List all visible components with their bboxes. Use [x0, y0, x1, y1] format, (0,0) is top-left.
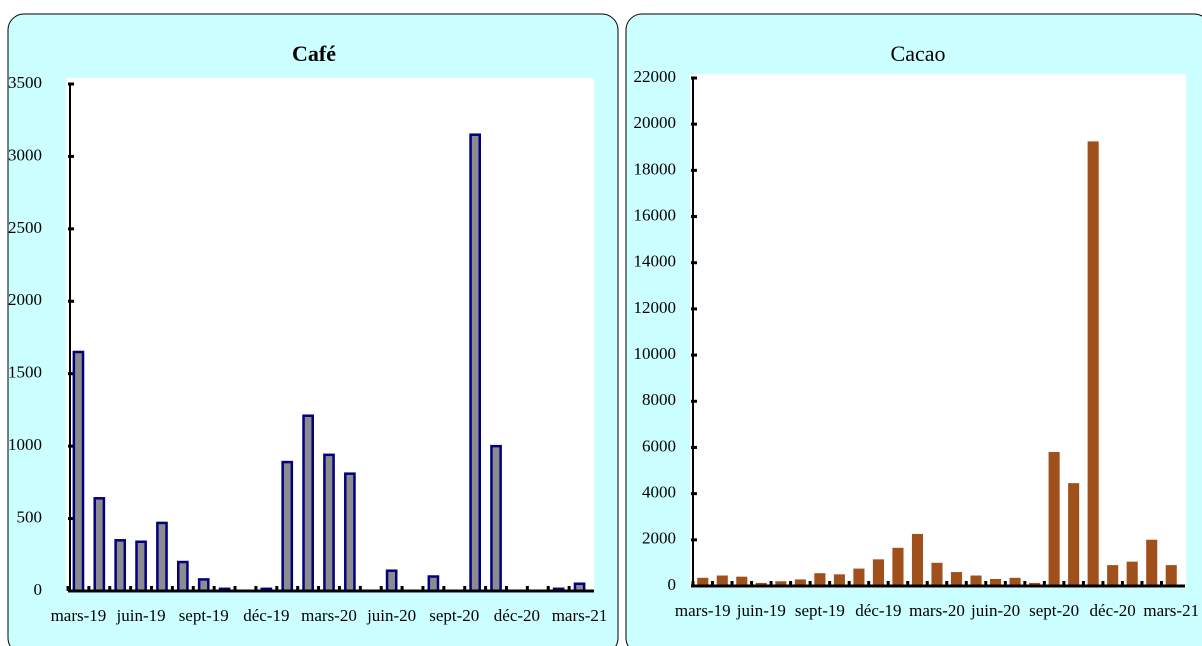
bar [950, 572, 963, 588]
bar [853, 568, 865, 588]
bar [872, 559, 884, 588]
bar [833, 574, 845, 588]
bar [1048, 451, 1060, 588]
x-tick-label: juin-20 [970, 601, 1020, 620]
x-tick-label: mars-21 [552, 606, 608, 625]
bar [1165, 565, 1177, 588]
x-tick-label: mars-19 [51, 606, 107, 625]
bar [156, 521, 168, 593]
bar [323, 453, 335, 593]
bar [1068, 483, 1080, 588]
y-tick-label: 0 [668, 575, 677, 594]
bar [931, 562, 943, 588]
x-tick-label: déc-20 [1090, 601, 1136, 620]
x-tick-label: déc-19 [243, 606, 289, 625]
x-tick-label: juin-19 [116, 606, 166, 625]
plot-area [690, 74, 1186, 588]
x-tick-label: sept-20 [429, 606, 479, 625]
x-tick-label: déc-20 [494, 606, 540, 625]
y-tick-label: 4000 [642, 483, 676, 502]
y-tick-label: 6000 [642, 436, 676, 455]
bar [427, 575, 440, 593]
y-tick-label: 20000 [634, 113, 677, 132]
y-tick-label: 1500 [8, 363, 42, 382]
bar [385, 569, 398, 593]
bar [1107, 565, 1119, 588]
x-tick-label: mars-20 [301, 606, 357, 625]
bar [1087, 141, 1099, 588]
bar [72, 350, 85, 593]
chart-title: Cacao [891, 41, 946, 66]
bar [1146, 539, 1158, 588]
y-tick-label: 2500 [8, 218, 42, 237]
bar [814, 573, 826, 588]
x-tick-label: juin-20 [366, 606, 416, 625]
x-tick-label: mars-19 [675, 601, 731, 620]
bar [114, 539, 127, 593]
chart-title: Café [292, 41, 336, 66]
x-tick-label: sept-19 [179, 606, 229, 625]
y-tick-label: 0 [34, 580, 43, 599]
bar [892, 547, 904, 588]
bar [93, 497, 106, 593]
bar [344, 472, 356, 593]
bar [1126, 561, 1138, 588]
x-tick-label: juin-19 [736, 601, 786, 620]
bar [176, 560, 189, 593]
y-tick-label: 3000 [8, 145, 42, 164]
bar [281, 460, 294, 593]
x-tick-label: déc-19 [855, 601, 901, 620]
y-tick-label: 1000 [8, 435, 42, 454]
y-tick-label: 8000 [642, 390, 676, 409]
y-tick-label: 14000 [634, 252, 677, 271]
x-tick-label: mars-21 [1143, 601, 1199, 620]
bar [911, 533, 924, 588]
x-tick-label: sept-19 [795, 601, 845, 620]
y-tick-label: 2000 [8, 290, 42, 309]
bar [490, 444, 502, 593]
y-tick-label: 16000 [634, 205, 677, 224]
y-tick-label: 12000 [634, 298, 677, 317]
y-tick-label: 3500 [8, 73, 42, 92]
x-tick-label: sept-20 [1029, 601, 1079, 620]
y-tick-label: 2000 [642, 529, 676, 548]
bar [135, 540, 147, 593]
bar [197, 578, 210, 593]
y-tick-label: 500 [17, 507, 43, 526]
x-tick-label: mars-20 [909, 601, 965, 620]
bar [302, 414, 314, 593]
y-tick-label: 18000 [634, 159, 677, 178]
bar [469, 133, 482, 593]
y-tick-label: 22000 [634, 67, 677, 86]
y-tick-label: 10000 [634, 344, 677, 363]
